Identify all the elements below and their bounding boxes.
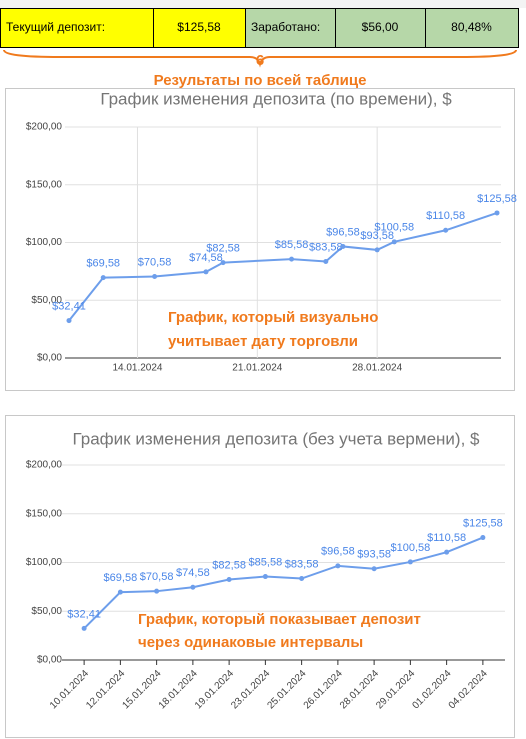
annotation: учитывает дату торговли [168,333,358,350]
cell [425,8,519,48]
chart-title: График изменения депозита (по времени), … [100,89,452,108]
value-label: $110,58 [426,210,465,222]
y-tick-label: $150,00 [26,508,63,519]
value-label: $32,41 [67,608,101,620]
value-label: $74,58 [189,252,223,264]
value-label: $70,58 [138,256,172,268]
value-label: $100,58 [374,222,414,234]
cell-text: Заработано: [251,20,320,34]
chart-frame [5,88,515,391]
point [220,260,226,266]
point [289,256,295,262]
value-label: $69,58 [104,572,138,584]
annotation: График, который визуально [168,309,378,326]
y-tick-label: $100,00 [26,237,63,248]
value-label: $100,58 [390,542,430,554]
cell [335,8,426,48]
header-row: Текущий депозит: $125,58 Заработано: $56,00… [0,8,519,48]
x-tick-label: 21.01.2024 [232,363,282,374]
cell-text: Текущий депозит: [6,20,105,34]
point [480,535,486,541]
y-tick-label: $200,00 [26,460,63,471]
value-label: $85,58 [249,556,283,568]
cell [245,8,336,48]
point [374,247,380,253]
value-label: $82,58 [212,559,246,571]
point [262,574,268,580]
point [226,576,232,582]
cell-text: 80,48% [451,20,492,34]
point [407,559,413,565]
y-tick-label: $50,00 [31,295,62,306]
chart-title: График изменения депозита (без учета вер… [73,429,481,448]
point [444,549,450,555]
point [391,239,397,245]
value-label: $85,58 [275,239,309,251]
value-label: $82,58 [206,243,240,255]
point [494,210,500,216]
point [154,588,160,594]
value-label: $96,58 [326,226,360,238]
value-label: $74,58 [176,567,210,579]
x-tick-label: 14.01.2024 [112,363,162,374]
cell-text: $125,58 [177,20,221,34]
section-note: Результаты по всей таблице [154,72,367,89]
point [152,273,158,279]
point [323,258,329,264]
value-label: $83,58 [309,241,343,253]
y-tick-label: $50,00 [31,606,62,617]
value-label: $32,41 [52,300,86,312]
point [81,625,87,631]
cell [0,8,154,48]
value-label: $83,58 [285,558,319,570]
value-label: $93,58 [360,230,394,242]
point [443,227,449,233]
cell-text: $56,00 [362,20,399,34]
value-label: $125,58 [463,517,503,529]
line [83,536,484,630]
point [371,566,377,572]
point [203,269,209,275]
point [340,243,346,249]
x-tick-label: 28.01.2024 [352,363,402,374]
row-strip [0,0,526,8]
brace-label: 6 [256,52,264,69]
value-label: $70,58 [140,571,174,583]
value-label: $125,58 [477,193,517,205]
point [100,275,106,281]
annotation: График, который показывает депозит [138,611,421,628]
point [66,318,72,324]
point [299,576,305,582]
value-label: $110,58 [427,532,466,544]
line [68,212,498,322]
point [335,563,341,569]
y-tick-label: $0,00 [37,655,62,666]
value-label: $93,58 [357,549,391,561]
value-label: $69,58 [86,258,120,270]
y-tick-label: $200,00 [26,122,63,133]
cell [153,8,246,48]
point [117,589,123,595]
annotation: через одинаковые интервалы [138,634,363,651]
y-tick-label: $0,00 [37,353,62,364]
y-tick-label: $150,00 [26,179,63,190]
brace [3,49,517,68]
value-label: $96,58 [321,546,355,558]
point [190,584,196,590]
y-tick-label: $100,00 [26,557,63,568]
